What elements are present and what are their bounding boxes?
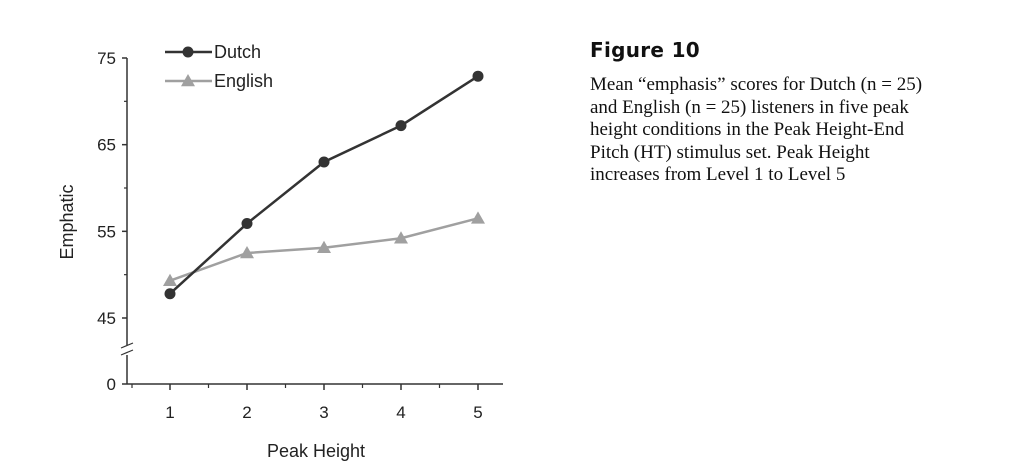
chart-legend: Dutch English [165,42,273,91]
x-tick-label: 2 [242,403,251,422]
legend-marker [182,46,194,58]
data-point-english [394,231,408,244]
data-point-dutch [318,156,330,168]
series-line-dutch [169,75,479,295]
y-tick-label: 45 [97,309,116,328]
y-tick-label: 75 [97,49,116,68]
axis-break-mark [120,349,134,356]
data-point-english [471,211,485,224]
x-tick-label: 4 [396,403,405,422]
data-point-english [240,246,254,259]
y-axis-label: Emphatic [57,184,77,259]
legend-label: Dutch [214,42,261,62]
y-tick-label: 0 [107,375,116,394]
y-tick-label: 65 [97,136,116,155]
legend-item-english: English [165,71,273,91]
x-tick-label: 1 [165,403,174,422]
data-point-english [317,240,331,254]
x-axis-label: Peak Height [267,441,365,461]
chart-series [163,70,485,300]
data-point-dutch [395,120,407,132]
data-point-dutch [164,288,176,300]
data-point-dutch [472,70,484,82]
legend-item-dutch: Dutch [165,42,261,62]
legend-label: English [214,71,273,91]
series-dutch [164,70,484,300]
series-english [163,211,485,286]
figure-caption: Figure 10 Mean “emphasis” scores for Dut… [590,38,930,187]
data-point-dutch [241,218,253,230]
x-tick-label: 3 [319,403,328,422]
axis-break-mark [120,342,134,349]
legend-marker [181,74,195,87]
figure-title: Figure 10 [590,38,700,62]
y-tick-label: 55 [97,222,116,241]
figure-caption-text: Mean “emphasis” scores for Dutch (n = 25… [590,74,923,185]
x-tick-label: 5 [473,403,482,422]
data-point-english [163,273,177,286]
